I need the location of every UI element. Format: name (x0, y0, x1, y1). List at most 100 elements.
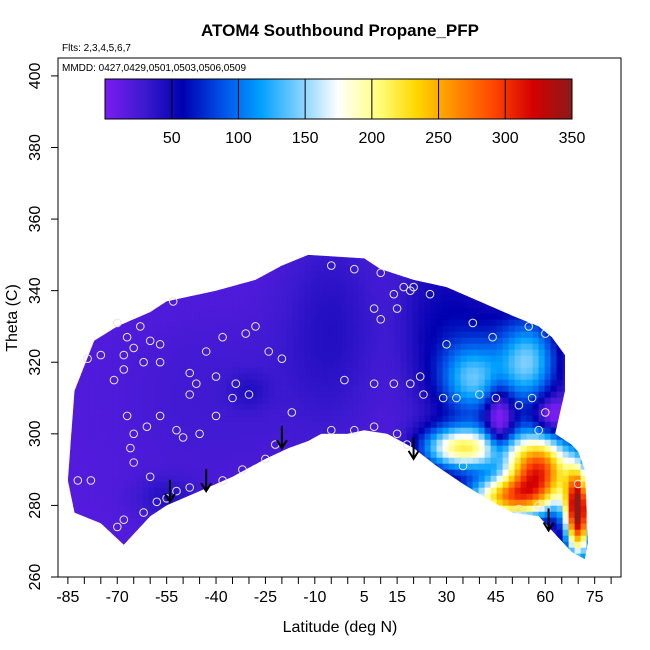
heatmap-cell (550, 517, 558, 525)
heatmap-cell (382, 373, 390, 381)
heatmap-cell (388, 391, 396, 399)
heatmap-cell (298, 343, 306, 351)
heatmap-cell (166, 475, 174, 483)
heatmap-cell (178, 265, 186, 273)
heatmap-cell (544, 475, 552, 483)
heatmap-cell (394, 523, 402, 531)
heatmap-cell (400, 469, 408, 477)
x-tick-label: -10 (303, 589, 326, 606)
heatmap-cell (556, 349, 564, 357)
heatmap-cell (526, 463, 534, 471)
heatmap-cell (490, 295, 498, 303)
heatmap-cell (106, 427, 114, 435)
heatmap-cell (208, 349, 216, 357)
heatmap-cell (472, 547, 480, 555)
heatmap-cell (256, 373, 264, 381)
heatmap-cell (82, 259, 90, 267)
heatmap-cell (106, 295, 114, 303)
heatmap-cell (166, 259, 174, 267)
heatmap-cell (514, 277, 522, 285)
heatmap-cell (239, 560, 246, 567)
heatmap-cell (538, 451, 546, 459)
heatmap-cell (443, 560, 450, 567)
heatmap-cell (533, 566, 540, 573)
heatmap-cell (358, 397, 366, 405)
sample-point (129, 429, 138, 439)
heatmap-cell (430, 301, 438, 309)
heatmap-cell (466, 259, 474, 267)
heatmap-cell (454, 535, 462, 543)
heatmap-cell (172, 499, 180, 507)
heatmap-cell (281, 566, 288, 573)
heatmap-cell (520, 409, 528, 417)
heatmap-cell (203, 560, 210, 567)
heatmap-cell (496, 553, 504, 560)
heatmap-cell (82, 439, 90, 447)
heatmap-cell (172, 319, 180, 327)
heatmap-cell (580, 445, 588, 453)
heatmap-cell (130, 493, 138, 501)
heatmap-cell (448, 415, 456, 423)
heatmap-cell (472, 349, 480, 357)
heatmap-cell (196, 325, 204, 333)
heatmap-cell (424, 319, 432, 327)
heatmap-cell (178, 415, 186, 423)
heatmap-cell (154, 307, 162, 315)
heatmap-cell (112, 445, 120, 453)
heatmap-cell (88, 391, 96, 399)
heatmap-cell (574, 511, 582, 519)
heatmap-cell (370, 373, 378, 381)
heatmap-cell (484, 265, 492, 273)
heatmap-cell (149, 248, 156, 255)
sample-point (139, 508, 148, 517)
heatmap-cell (304, 415, 312, 423)
heatmap-cell (154, 457, 162, 465)
heatmap-cell (82, 397, 90, 405)
heatmap-cell (406, 457, 414, 465)
heatmap-cell (382, 307, 390, 315)
heatmap-cell (562, 265, 570, 273)
heatmap-cell (292, 391, 300, 399)
heatmap-cell (190, 415, 198, 423)
heatmap-cell (100, 367, 108, 375)
heatmap-cell (358, 475, 366, 483)
heatmap-cell (430, 505, 438, 513)
heatmap-cell (532, 361, 540, 369)
heatmap-cell (190, 421, 198, 429)
heatmap-cell (184, 433, 192, 441)
heatmap-cell (298, 319, 306, 327)
heatmap-cell (532, 331, 540, 339)
heatmap-cell (190, 523, 198, 531)
heatmap-cell (119, 566, 126, 573)
heatmap-cell (196, 517, 204, 525)
heatmap-cell (346, 289, 354, 297)
heatmap-cell (424, 337, 432, 345)
heatmap-cell (160, 487, 168, 495)
heatmap-cell (304, 367, 312, 375)
heatmap-cell (67, 511, 72, 519)
heatmap-cell (562, 259, 570, 267)
sample-point (524, 322, 534, 331)
heatmap-cell (166, 319, 174, 327)
heatmap-cell (112, 505, 120, 513)
heatmap-cell (508, 385, 516, 393)
heatmap-cell (76, 367, 84, 375)
heatmap-cell (568, 277, 576, 285)
heatmap-cell (238, 313, 246, 321)
heatmap-cell (322, 541, 330, 549)
heatmap-cell (544, 391, 552, 399)
heatmap-cell (220, 553, 228, 560)
sample-point (376, 315, 386, 324)
heatmap-cell (208, 325, 216, 333)
heatmap-cell (334, 499, 342, 507)
heatmap-cell (322, 529, 330, 537)
heatmap-cell (298, 367, 306, 375)
heatmap-cell (263, 566, 270, 573)
heatmap-cell (550, 403, 558, 411)
heatmap-cell (244, 373, 252, 381)
heatmap-cell (490, 367, 498, 375)
chart-title: ATOM4 Southbound Propane_PFP (201, 21, 479, 40)
heatmap-cell (298, 451, 306, 459)
heatmap-cell (538, 493, 546, 501)
heatmap-cell (238, 259, 246, 267)
